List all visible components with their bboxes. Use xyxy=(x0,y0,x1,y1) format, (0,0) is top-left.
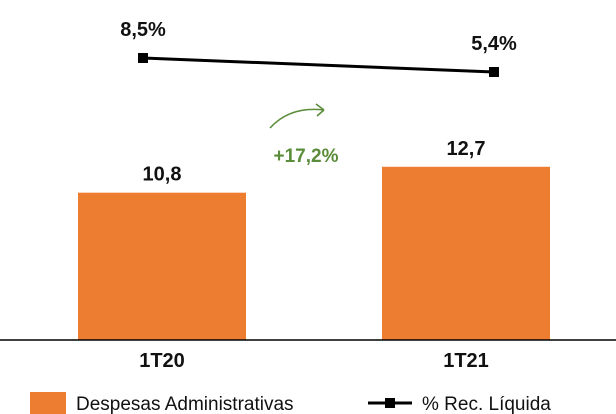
legend-label-bar: Despesas Administrativas xyxy=(76,394,294,414)
line-value-label-1T20: 8,5% xyxy=(120,19,166,41)
bar-value-label-1T21: 12,7 xyxy=(447,138,486,160)
legend-swatch-bar xyxy=(30,392,66,414)
category-label-1T20: 1T20 xyxy=(139,350,185,372)
legend-label-line: % Rec. Líquida xyxy=(422,394,551,414)
growth-arrow-icon xyxy=(269,108,325,129)
bar-1T21 xyxy=(382,166,550,340)
category-labels: 1T20 1T21 xyxy=(139,350,489,372)
line-series-path xyxy=(142,56,495,74)
growth-arrowhead-icon xyxy=(315,103,325,117)
growth-annotation: +17,2% xyxy=(274,146,339,167)
bars-group xyxy=(78,166,550,340)
legend: Despesas Administrativas % Rec. Líquida xyxy=(30,392,551,414)
line-point-1T20 xyxy=(138,53,148,63)
line-point-1T21 xyxy=(489,67,499,77)
bar-value-labels: 10,8 12,7 xyxy=(143,138,486,186)
line-value-label-1T21: 5,4% xyxy=(471,33,517,55)
category-label-1T21: 1T21 xyxy=(443,350,489,372)
bar-value-label-1T20: 10,8 xyxy=(143,164,182,186)
bar-1T20 xyxy=(78,192,246,340)
legend-swatch-line-marker xyxy=(385,398,395,408)
line-series-group: 8,5% 5,4% xyxy=(120,19,517,77)
